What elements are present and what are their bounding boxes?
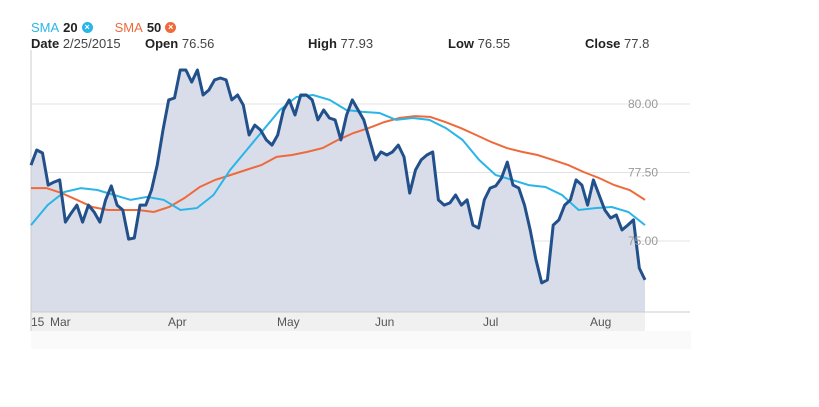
- x-tick-label: Aug: [590, 315, 611, 329]
- ohlc-readout: Date 2/25/2015 Open 76.56 High 77.93 Low…: [31, 36, 671, 52]
- navigator-band: [31, 331, 691, 349]
- y-tick-label: 80.00: [628, 97, 658, 111]
- y-tick-label: 75.00: [628, 234, 658, 248]
- legend-sma50[interactable]: SMA 50 ×: [115, 20, 177, 35]
- x-tick-label: Apr: [168, 315, 187, 329]
- x-tick-label: Jul: [483, 315, 498, 329]
- sma50-line: [31, 115, 646, 214]
- close-circle-icon[interactable]: ×: [81, 22, 93, 33]
- close-circle-icon[interactable]: ×: [165, 22, 177, 33]
- x-tick-label: 15: [31, 315, 45, 329]
- x-axis-band: [31, 312, 645, 331]
- price-line: [29, 68, 647, 285]
- x-tick-label: Jun: [375, 315, 394, 329]
- close-readout: Close 77.8: [585, 36, 650, 51]
- price-area: [31, 70, 645, 312]
- y-tick-label: 77.50: [628, 166, 658, 180]
- x-tick-label: Mar: [50, 315, 71, 329]
- sma20-line: [30, 93, 646, 226]
- low-readout: Low 76.55: [448, 36, 511, 51]
- high-readout: High 77.93: [308, 36, 374, 51]
- open-readout: Open 76.56: [145, 36, 215, 51]
- x-tick-label: May: [277, 315, 300, 329]
- legend: SMA 20 × SMA 50 ×: [31, 20, 177, 35]
- legend-sma20[interactable]: SMA 20 ×: [31, 20, 93, 35]
- date-readout: Date 2/25/2015: [31, 36, 121, 51]
